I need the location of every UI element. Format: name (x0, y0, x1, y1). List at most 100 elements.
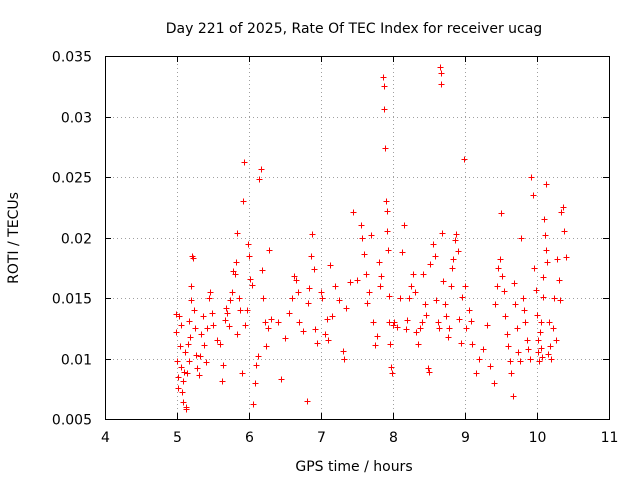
data-point (462, 283, 469, 290)
data-point (406, 295, 413, 302)
data-point (520, 295, 527, 302)
data-point (430, 241, 437, 248)
data-point (382, 145, 389, 152)
data-point (510, 393, 517, 400)
data-point (514, 325, 521, 332)
data-point (296, 319, 303, 326)
data-points (173, 64, 570, 413)
data-point (210, 322, 217, 329)
data-point (376, 259, 383, 266)
data-point (435, 319, 442, 326)
x-tick-label: 9 (461, 430, 470, 446)
data-point (544, 259, 551, 266)
data-point (543, 181, 550, 188)
data-point (547, 343, 554, 350)
data-point (203, 359, 210, 366)
data-point (404, 317, 411, 324)
data-point (380, 74, 387, 81)
data-point (226, 323, 233, 330)
data-point (385, 247, 392, 254)
data-point (200, 313, 207, 320)
data-point (219, 378, 226, 385)
data-point (188, 283, 195, 290)
data-point (512, 301, 519, 308)
data-point (223, 305, 230, 312)
y-tick-label: 0.03 (61, 111, 92, 127)
data-point (554, 256, 561, 263)
data-point (545, 351, 552, 358)
x-tick-label: 5 (173, 430, 182, 446)
data-point (187, 334, 194, 341)
data-point (511, 280, 518, 287)
data-point (412, 289, 419, 296)
data-point (440, 278, 447, 285)
data-point (542, 232, 549, 239)
data-point (233, 259, 240, 266)
data-point (359, 235, 366, 242)
data-point (370, 319, 377, 326)
data-point (536, 358, 543, 365)
data-point (185, 341, 192, 348)
data-point (179, 389, 186, 396)
data-point (553, 337, 560, 344)
y-tick-label: 0.025 (52, 171, 92, 187)
data-point (384, 228, 391, 235)
data-point (366, 289, 373, 296)
data-point (347, 279, 354, 286)
data-point (466, 307, 473, 314)
x-tick-label: 10 (529, 430, 547, 446)
data-point (183, 406, 190, 413)
data-point (463, 325, 470, 332)
data-point (220, 362, 227, 369)
data-point (343, 305, 350, 312)
data-point (522, 319, 529, 326)
data-point (311, 266, 318, 273)
data-point (309, 231, 316, 238)
data-point (275, 319, 282, 326)
data-point (383, 198, 390, 205)
data-point (530, 192, 537, 199)
data-point (180, 399, 187, 406)
data-point (178, 322, 185, 329)
data-point (300, 328, 307, 335)
data-point (415, 341, 422, 348)
data-point (495, 265, 502, 272)
data-point (214, 337, 221, 344)
data-point (193, 352, 200, 359)
data-point (217, 341, 224, 348)
data-point (401, 222, 408, 229)
data-point (548, 356, 555, 363)
data-point (266, 247, 273, 254)
data-point (260, 295, 267, 302)
data-point (541, 216, 548, 223)
data-point (540, 294, 547, 301)
data-point (262, 319, 269, 326)
y-axis-label: ROTI / TECUs (6, 192, 22, 284)
data-point (518, 235, 525, 242)
data-point (525, 346, 532, 353)
data-point (229, 289, 236, 296)
data-point (250, 401, 257, 408)
data-point (417, 325, 424, 332)
data-point (433, 297, 440, 304)
data-point (306, 285, 313, 292)
data-point (252, 380, 259, 387)
data-point (177, 343, 184, 350)
data-point (241, 159, 248, 166)
data-point (442, 301, 449, 308)
data-point (194, 365, 201, 372)
data-point (204, 325, 211, 332)
data-point (173, 329, 180, 336)
data-point (546, 319, 553, 326)
x-tick-label: 4 (101, 430, 110, 446)
data-point (324, 316, 331, 323)
chart-title: Day 221 of 2025, Rate Of TEC Index for r… (166, 21, 542, 37)
data-point (551, 295, 558, 302)
data-point (191, 307, 198, 314)
data-point (521, 307, 528, 314)
data-point (190, 255, 197, 262)
data-point (494, 283, 501, 290)
data-point (325, 337, 332, 344)
data-point (560, 204, 567, 211)
